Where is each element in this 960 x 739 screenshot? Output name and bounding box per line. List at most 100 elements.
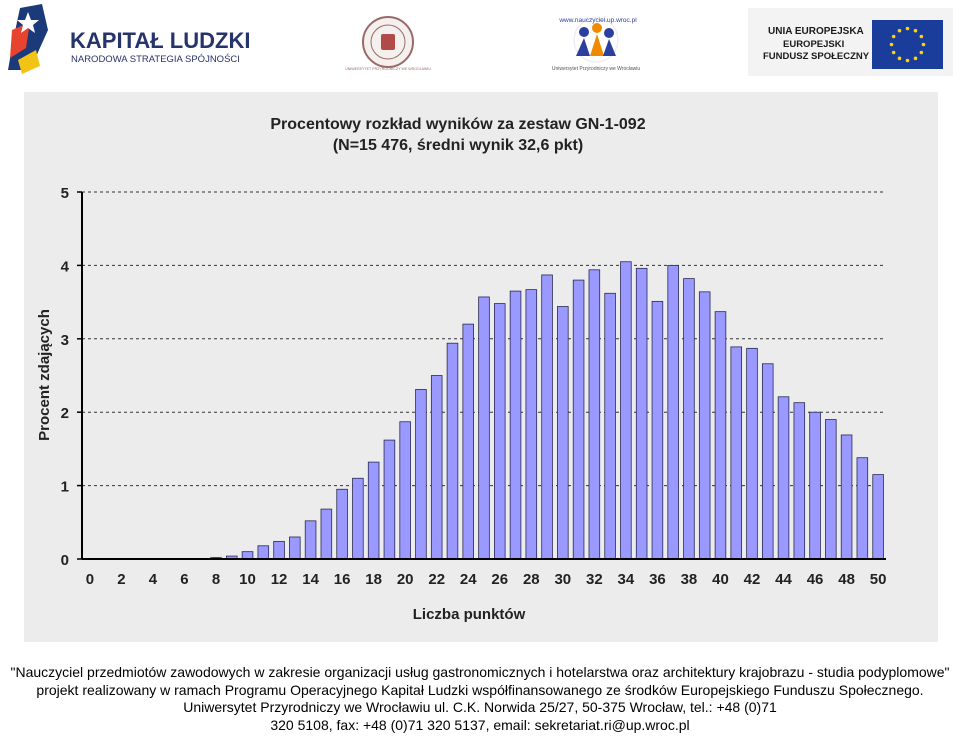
nauczyciel-logo: www.nauczyciel.up.wroc.pl Uniwersytet Pr… — [552, 17, 640, 72]
bar — [257, 545, 270, 560]
x-tick-label: 28 — [523, 571, 540, 588]
bar — [289, 536, 301, 560]
bar — [730, 346, 742, 560]
bar — [572, 279, 585, 560]
x-tick-label: 0 — [86, 571, 94, 588]
bar — [446, 342, 459, 560]
chart-subtitle: (N=15 476, średni wynik 32,6 pkt) — [333, 137, 583, 154]
eu-star-icon — [913, 56, 918, 61]
bar — [367, 461, 380, 560]
bar — [651, 300, 664, 560]
x-tick-label: 6 — [180, 571, 188, 588]
x-tick-label: 4 — [149, 571, 158, 588]
bar — [383, 439, 396, 560]
eu-star-icon — [919, 34, 924, 39]
bar — [635, 267, 648, 560]
bar — [683, 278, 695, 560]
y-tick-label: 1 — [61, 479, 69, 496]
bar — [667, 264, 679, 560]
y-tick-label: 5 — [61, 185, 69, 202]
bar — [604, 292, 616, 560]
university-seal-logo: UNIWERSYTET PRZYRODNICZY WE WROCŁAWIU — [345, 16, 431, 71]
nauczyciel-url: www.nauczyciel.up.wroc.pl — [558, 17, 637, 24]
bar-chart: Procentowy rozkład wyników za zestaw GN-… — [36, 116, 887, 623]
bar — [430, 375, 443, 560]
bar — [478, 296, 490, 560]
bar — [746, 347, 758, 560]
bar — [856, 457, 869, 560]
y-tick-label: 3 — [61, 332, 69, 349]
bar — [793, 402, 806, 560]
x-tick-label: 36 — [649, 571, 666, 588]
x-tick-label: 10 — [239, 571, 256, 588]
footer: "Nauczyciel przedmiotów zawodowych w zak… — [0, 664, 960, 734]
bar — [241, 551, 254, 560]
bar — [462, 323, 474, 560]
bar — [509, 290, 522, 560]
x-tick-label: 44 — [775, 571, 792, 588]
x-tick-label: 34 — [618, 571, 635, 588]
x-tick-label: 12 — [271, 571, 288, 588]
eu-efs-logo: UNIA EUROPEJSKA EUROPEJSKI FUNDUSZ SPOŁE… — [748, 8, 953, 76]
x-tick-label: 46 — [807, 571, 824, 588]
bar — [494, 303, 506, 560]
bar — [762, 363, 774, 560]
x-tick-label: 18 — [365, 571, 382, 588]
bar — [320, 508, 333, 560]
bar — [525, 289, 538, 560]
x-tick-label: 24 — [460, 571, 477, 588]
x-tick-label: 32 — [586, 571, 603, 588]
footer-line-1: "Nauczyciel przedmiotów zawodowych w zak… — [10, 664, 950, 680]
seal-text: UNIWERSYTET PRZYRODNICZY WE WROCŁAWIU — [345, 67, 431, 71]
eu-stars — [889, 26, 926, 63]
kl-logo-name: KAPITAŁ LUDZKI — [70, 28, 250, 53]
bar — [840, 434, 853, 560]
y-tick-label: 4 — [61, 258, 70, 275]
x-tick-label: 40 — [712, 571, 729, 588]
x-tick-label: 2 — [117, 571, 125, 588]
eu-star-icon — [889, 42, 894, 47]
eu-star-icon — [905, 26, 910, 31]
y-axis-label: Procent zdających — [36, 309, 53, 441]
x-tick-label: 38 — [681, 571, 698, 588]
kl-shape-yellow — [18, 50, 40, 74]
eu-star-icon — [919, 50, 924, 55]
x-tick-label: 22 — [428, 571, 445, 588]
bar — [304, 520, 317, 560]
nauczyciel-caption: Uniwersytet Przyrodniczy we Wrocławiu — [552, 66, 640, 72]
x-tick-label: 8 — [212, 571, 220, 588]
chart-title: Procentowy rozkład wyników za zestaw GN-… — [270, 116, 645, 133]
x-tick-label: 48 — [838, 571, 855, 588]
x-tick-label: 16 — [334, 571, 351, 588]
kl-star-icon — [17, 12, 39, 33]
bar — [620, 261, 632, 560]
kl-logo-subtitle: NARODOWA STRATEGIA SPÓJNOŚCI — [71, 53, 240, 65]
eu-star-icon — [913, 28, 918, 33]
eu-star-icon — [891, 34, 896, 39]
bar — [777, 396, 790, 560]
y-tick-label: 0 — [61, 552, 69, 569]
eu-star-icon — [905, 58, 910, 63]
x-tick-label: 50 — [870, 571, 887, 588]
bar — [541, 274, 553, 560]
bar — [825, 419, 837, 560]
x-tick-label: 14 — [302, 571, 319, 588]
bar — [273, 540, 285, 560]
x-tick-label: 30 — [554, 571, 571, 588]
bar — [698, 291, 711, 560]
bar — [809, 411, 821, 560]
bar — [872, 474, 884, 560]
bar — [336, 488, 348, 560]
kl-shape-red — [10, 22, 30, 58]
eu-line1: UNIA EUROPEJSKA — [768, 26, 864, 37]
x-tick-label: 26 — [491, 571, 508, 588]
bar — [352, 477, 364, 560]
footer-line-3: Uniwersytet Przyrodniczy we Wrocławiu ul… — [183, 699, 777, 733]
eu-star-icon — [891, 50, 896, 55]
x-axis-label: Liczba punktów — [413, 606, 526, 623]
bar — [557, 306, 569, 560]
bar — [714, 311, 727, 560]
x-tick-label: 20 — [397, 571, 414, 588]
header-logos: KAPITAŁ LUDZKI NARODOWA STRATEGIA SPÓJNO… — [0, 0, 960, 82]
eu-line2: EUROPEJSKI — [783, 39, 844, 50]
